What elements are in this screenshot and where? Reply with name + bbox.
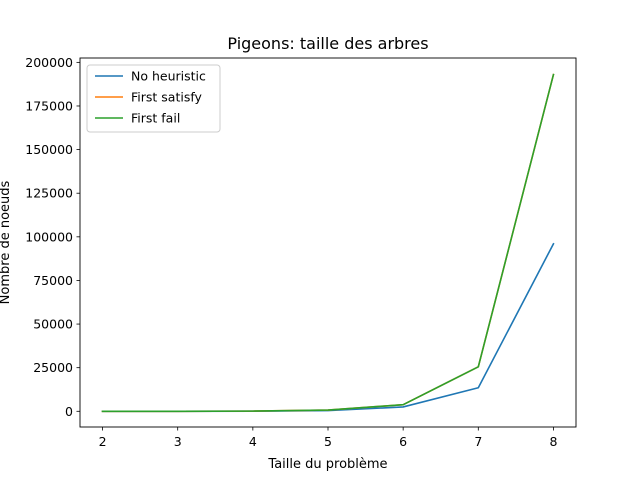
- legend: No heuristic First satisfy First fail: [86, 64, 221, 133]
- legend-items: No heuristic First satisfy First fail: [95, 69, 206, 126]
- plot-area-frame: [79, 57, 577, 428]
- legend-label-first-fail: First fail: [131, 111, 180, 126]
- legend-box: [86, 64, 221, 133]
- x-tick-label: 4: [249, 434, 257, 449]
- series-line-first-fail: [101, 73, 555, 413]
- y-tick-label: 0: [65, 404, 73, 419]
- x-tick-label: 7: [474, 434, 482, 449]
- chart-title: Pigeons: taille des arbres: [227, 34, 428, 53]
- y-tick-label: 25000: [33, 360, 73, 375]
- y-tick-label: 175000: [25, 98, 73, 113]
- x-axis-ticks: 2 3 4 5 6 7 8: [99, 427, 557, 449]
- y-tick-label: 150000: [25, 142, 73, 157]
- legend-label-no-heuristic: No heuristic: [131, 69, 206, 84]
- x-tick-label: 6: [399, 434, 407, 449]
- y-axis-label: Nombre de noeuds: [0, 180, 13, 304]
- y-axis-ticks: 0 25000 50000 75000 100000 125000 150000 175000…: [25, 55, 80, 419]
- x-tick-label: 5: [324, 434, 332, 449]
- x-tick-label: 3: [174, 434, 182, 449]
- y-tick-label: 100000: [25, 229, 73, 244]
- series-lines: [101, 73, 555, 413]
- x-tick-label: 2: [99, 434, 107, 449]
- x-axis-label: Taille du problème: [267, 457, 387, 472]
- x-tick-label: 8: [549, 434, 557, 449]
- y-tick-label: 125000: [25, 186, 73, 201]
- y-tick-label: 50000: [33, 317, 73, 332]
- y-tick-label: 75000: [33, 273, 73, 288]
- legend-label-first-satisfy: First satisfy: [131, 90, 203, 105]
- y-tick-label: 200000: [25, 55, 73, 70]
